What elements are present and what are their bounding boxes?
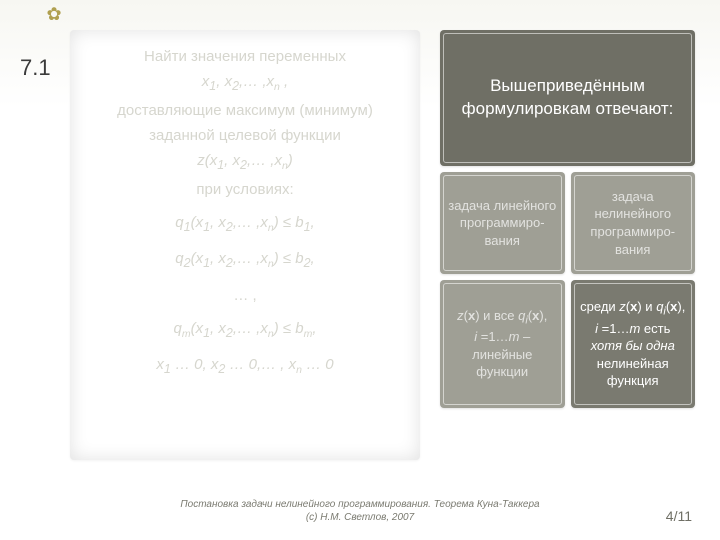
nonlinear-prog-box: задача нелинейного программиро-вания bbox=[571, 172, 696, 274]
right-column: Вышеприведённым формулировкам отвечают: … bbox=[440, 30, 695, 408]
left-line: при условиях: bbox=[196, 178, 293, 201]
left-line: x1 … 0, x2 … 0,… , xn … 0 bbox=[156, 353, 333, 379]
problem-statement-panel: Найти значения переменных x1, x2,… ,xn ,… bbox=[70, 30, 420, 460]
box-text: z(x) и все qi(x),i =1…m –линейные функци… bbox=[448, 307, 557, 381]
left-line: qm(x1, x2,… ,xn) ≤ bm, bbox=[173, 317, 316, 343]
accent-icon: ✿ bbox=[40, 0, 68, 28]
box-text: среди z(x) и qi(x),i =1…m естьхотя бы од… bbox=[579, 298, 688, 389]
left-line: z(x1, x2,… ,xn) bbox=[197, 149, 293, 175]
header-box-text: Вышеприведённым формулировкам отвечают: bbox=[448, 75, 687, 121]
left-line: q2(x1, x2,… ,xn) ≤ b2, bbox=[175, 247, 314, 273]
left-line: x1, x2,… ,xn , bbox=[202, 70, 288, 96]
mid-row: задача линейного программиро-вания задач… bbox=[440, 172, 695, 274]
box-text: задача линейного программиро-вания bbox=[448, 197, 557, 250]
linear-prog-box: задача линейного программиро-вания bbox=[440, 172, 565, 274]
page-current: 4 bbox=[666, 508, 674, 524]
header-box: Вышеприведённым формулировкам отвечают: bbox=[440, 30, 695, 166]
slide: ✿ 7.1 Найти значения переменных x1, x2,…… bbox=[0, 0, 720, 540]
footer-line: Постановка задачи нелинейного программир… bbox=[0, 499, 720, 512]
bot-row: z(x) и все qi(x),i =1…m –линейные функци… bbox=[440, 280, 695, 408]
left-line: Найти значения переменных bbox=[144, 45, 346, 68]
section-number: 7.1 bbox=[20, 55, 51, 81]
left-line: … , bbox=[233, 284, 256, 307]
page-number: 4/11 bbox=[666, 508, 692, 524]
box-text: задача нелинейного программиро-вания bbox=[579, 188, 688, 258]
left-line: q1(x1, x2,… ,xn) ≤ b1, bbox=[175, 211, 314, 237]
footer: Постановка задачи нелинейного программир… bbox=[0, 499, 720, 524]
left-line: заданной целевой функции bbox=[149, 124, 341, 147]
page-total: 11 bbox=[677, 508, 692, 524]
linear-cond-box: z(x) и все qi(x),i =1…m –линейные функци… bbox=[440, 280, 565, 408]
left-line: доставляющие максимум (минимум) bbox=[117, 99, 373, 122]
nonlinear-cond-box: среди z(x) и qi(x),i =1…m естьхотя бы од… bbox=[571, 280, 696, 408]
footer-line: (с) Н.М. Светлов, 2007 bbox=[0, 512, 720, 525]
